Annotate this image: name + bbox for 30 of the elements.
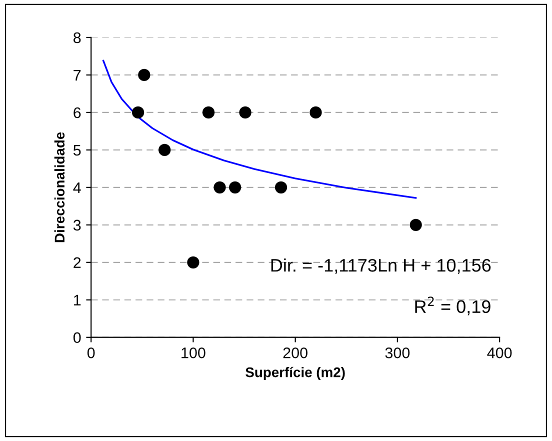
point [274,181,288,194]
y-tick-label: 0 [73,332,81,344]
y-tick-label: 5 [73,144,81,156]
annotation: Dir. = -1,1173Ln H + 10,156 [271,258,491,274]
y-axis-title: Direccionalidade [54,132,65,242]
x-tick-label: 100 [182,347,206,358]
annotation: R$^{2}$ = 0,19 [415,296,490,316]
point [202,106,215,119]
x-tick-label: 400 [487,347,512,358]
x-axis-title: Superfície (m2) [246,366,345,380]
y-tick-label: 2 [74,257,81,268]
y-tick-label: 8 [74,32,81,44]
x-tick-label: 300 [385,347,410,358]
point [410,218,422,231]
point [132,106,144,119]
y-tick-label: 3 [73,220,81,231]
point [158,144,171,156]
point [214,181,226,194]
x-tick-label: 0 [87,347,95,358]
y-tick-label: 7 [74,70,81,81]
y-tick-label: 1 [74,294,81,306]
point [310,106,322,119]
point [228,181,242,194]
x-tick-label: 200 [283,347,308,358]
y-tick-label: 6 [74,107,81,118]
point [239,106,252,119]
y-tick-label: 4 [73,182,81,193]
line-series [102,60,417,199]
point [187,256,200,268]
point [138,68,150,82]
